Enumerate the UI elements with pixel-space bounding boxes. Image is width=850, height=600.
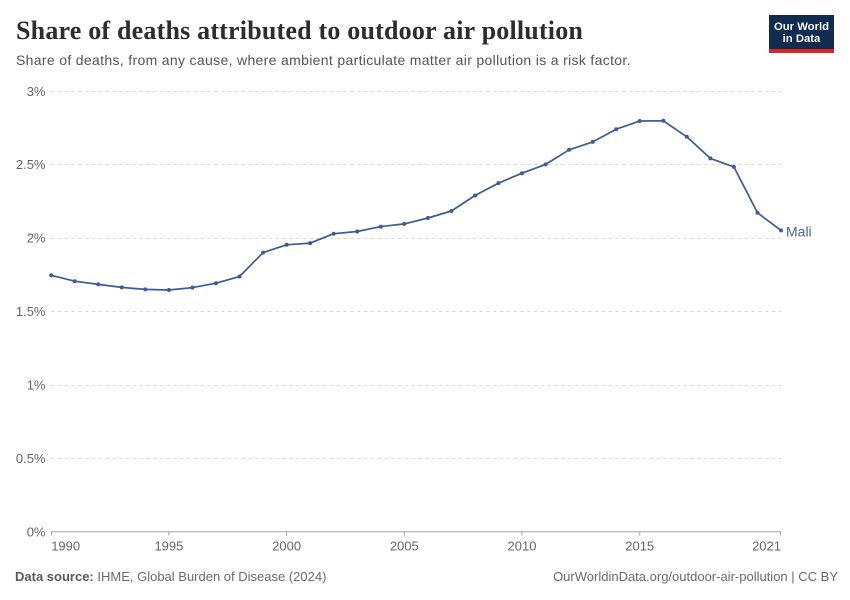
svg-text:1.5%: 1.5%: [16, 304, 46, 319]
svg-text:3%: 3%: [27, 84, 46, 99]
svg-text:2015: 2015: [625, 539, 654, 554]
svg-text:0%: 0%: [27, 524, 46, 539]
svg-text:2%: 2%: [27, 231, 46, 246]
svg-text:2021: 2021: [752, 539, 781, 554]
svg-text:1995: 1995: [154, 539, 183, 554]
svg-text:2.5%: 2.5%: [16, 157, 46, 172]
svg-text:Mali: Mali: [786, 223, 812, 239]
svg-text:2005: 2005: [390, 539, 419, 554]
svg-text:2010: 2010: [508, 539, 537, 554]
svg-text:0.5%: 0.5%: [16, 451, 46, 466]
svg-text:1%: 1%: [27, 378, 46, 393]
svg-text:2000: 2000: [272, 539, 301, 554]
svg-text:1990: 1990: [51, 539, 80, 554]
